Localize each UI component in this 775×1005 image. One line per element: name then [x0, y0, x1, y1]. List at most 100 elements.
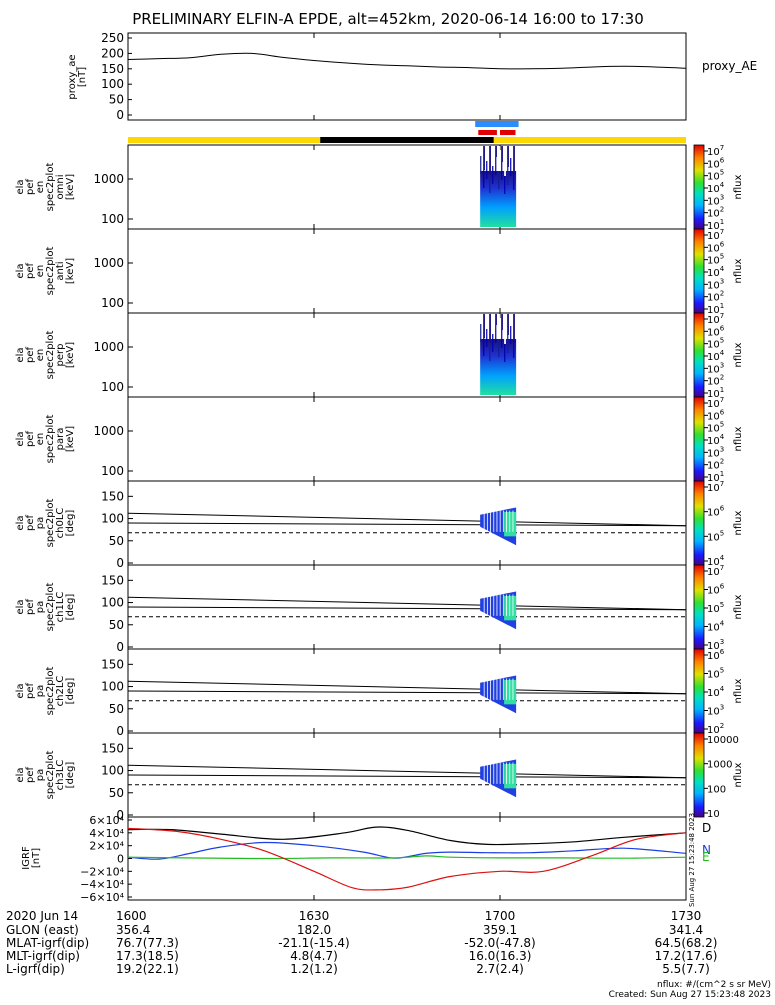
spectrogram-data [480, 314, 517, 395]
flux-cell [507, 314, 509, 335]
y-tick-label: −4×10⁴ [80, 878, 124, 891]
colorbar-tick-label: 107 [707, 480, 724, 494]
y-label-line: [keV] [65, 426, 76, 452]
y-label-line: ela [15, 431, 26, 446]
flux-cell [504, 344, 506, 362]
footer-value: 16.0(16.3) [469, 949, 532, 963]
flux-cell [483, 338, 485, 356]
y-axis-label: ela pef en spec2plot anti [keV] [15, 247, 76, 296]
flux-cell [498, 146, 500, 171]
y-label-line: en [35, 349, 46, 362]
y-axis-label: ela pef en spec2plot omni [keV] [15, 163, 76, 212]
flux-cell [510, 158, 512, 176]
y-label-line: ela [15, 683, 26, 698]
colorbar-tick-label: 106 [707, 583, 725, 597]
igrf-Z-line [127, 827, 687, 891]
y-tick-label: 200 [101, 46, 124, 60]
y-label-line: IGRF [21, 846, 32, 870]
loss-cone-upper [127, 512, 687, 527]
flux-cell [501, 314, 503, 330]
y-tick-label: 1000 [93, 256, 124, 270]
y-tick-label: 250 [101, 31, 124, 45]
science-red-bar [500, 130, 516, 135]
y-tick-label: 150 [101, 573, 124, 587]
y-label-line: [deg] [65, 762, 76, 789]
flux-cell [483, 146, 485, 170]
y-tick-label: 1000 [93, 172, 124, 186]
y-axis-label: IGRF [nT] [21, 846, 42, 870]
colorbar-tick-label: 100 [707, 784, 726, 795]
y-label-line: nflux [733, 678, 744, 703]
y-tick-label: 0 [117, 853, 124, 866]
page-title: PRELIMINARY ELFIN-A EPDE, alt=452km, 202… [132, 10, 644, 28]
y-tick-label: 4×10⁴ [89, 827, 124, 840]
flux-cell [489, 175, 491, 193]
colorbar [693, 648, 705, 734]
colorbar-tick-label: 103 [707, 704, 724, 718]
footer-value: 182.0 [297, 923, 331, 937]
y-label-line: pef [25, 767, 36, 784]
y-label-line: spec2plot [45, 499, 56, 548]
colorbar-tick-label: 106 [707, 505, 725, 519]
loss-cone-lower [127, 606, 687, 611]
footer-value: 356.4 [116, 923, 150, 937]
colorbar-tick-label: 1000 [707, 760, 732, 771]
flux-cell [513, 172, 515, 190]
y-tick-label: 0 [116, 724, 124, 738]
proxy-ae-line [127, 52, 687, 70]
colorbar [693, 396, 705, 482]
y-label-line: en [35, 265, 46, 278]
y-label-line: en [35, 181, 46, 194]
y-tick-label: 50 [109, 786, 124, 800]
flux-cell [492, 146, 494, 166]
colorbar-tick-label: 106 [707, 648, 725, 662]
y-tick-label: 150 [101, 489, 124, 503]
flux-cell [486, 329, 488, 347]
y-tick-label: 150 [101, 62, 124, 76]
flux-cell [486, 161, 488, 179]
loss-cone-lower [127, 522, 687, 527]
y-axis-label: ela pef pa spec2plot ch3LC [deg] [15, 751, 76, 800]
footer-value: 19.2(22.1) [116, 962, 179, 976]
y-label-line: pef [25, 599, 36, 616]
pitch-angle-data [480, 675, 517, 714]
footer-value: 341.4 [669, 923, 703, 937]
flux-cell [495, 146, 497, 157]
y-tick-label: 100 [101, 212, 124, 226]
y-label-line: anti [55, 261, 66, 280]
footer-value: 17.3(18.5) [116, 949, 179, 963]
y-axis-label: nflux [733, 678, 744, 703]
y-tick-label: 100 [101, 764, 124, 778]
loss-cone-upper [127, 680, 687, 695]
colorbar-tick-label: 105 [707, 529, 724, 543]
y-label-line: spec2plot [45, 163, 56, 212]
flux-cell [498, 339, 500, 357]
y-axis-label: proxy_ae [nT] [67, 54, 88, 99]
colorbar-tick-label: 105 [707, 667, 724, 681]
igrf-D-line [127, 826, 687, 846]
colorbar-tick-label: 107 [707, 564, 724, 578]
y-label-line: ch2LC [55, 676, 66, 707]
y-label-line: [keV] [65, 342, 76, 368]
y-label-line: ela [15, 263, 26, 278]
y-label-line: [deg] [65, 594, 76, 621]
y-tick-label: 6×10⁴ [89, 814, 124, 827]
y-label-line: [deg] [65, 678, 76, 705]
timestamp-text: Sun Aug 27 15:23:48 2023 [688, 813, 696, 907]
y-label-line: pa [35, 769, 46, 781]
flux-cell [501, 330, 503, 348]
flux-cell [495, 325, 497, 343]
y-axis-label: nflux [733, 174, 744, 199]
y-label-line: ela [15, 767, 26, 782]
flux-cell [513, 314, 515, 340]
flux-unit-note: nflux: #/(cm^2 s sr MeV) [657, 980, 771, 990]
pitch-angle-data [480, 591, 517, 630]
y-tick-label: 50 [109, 702, 124, 716]
footer-value: 76.7(77.3) [116, 936, 179, 950]
flux-cell [483, 170, 485, 188]
flux-cell [501, 162, 503, 180]
footer-value: 359.1 [483, 923, 517, 937]
flux-cell [507, 167, 509, 185]
y-axis-label: nflux [733, 594, 744, 619]
y-label-line: [nT] [77, 67, 88, 87]
